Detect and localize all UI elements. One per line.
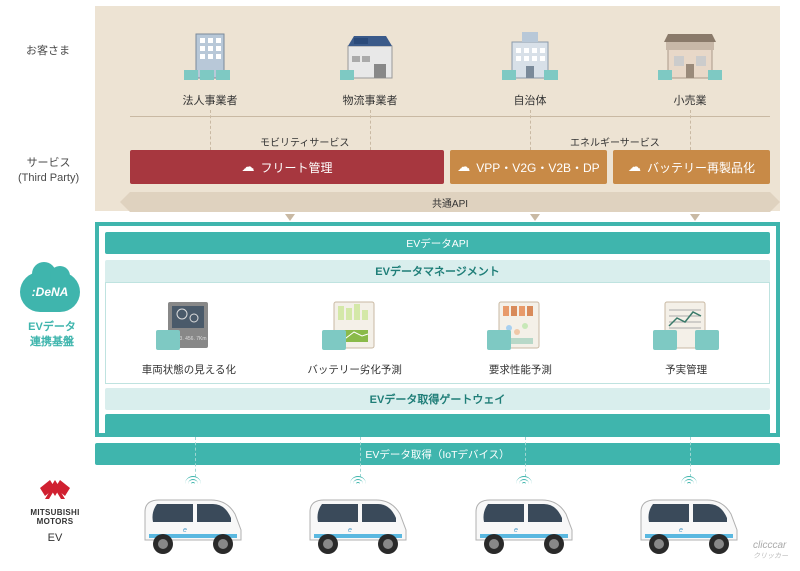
van-icon: e: [133, 486, 253, 558]
ev-van: e: [133, 470, 253, 558]
mgmt-item-planning: 予実管理: [616, 298, 756, 377]
mgmt-body: 123. 456. 7Km 車両状態の見える化 バッテリー劣化予測: [105, 282, 770, 384]
perf-chart-icon: [485, 298, 555, 356]
service-label: VPP・V2G・V2B・DP: [476, 159, 599, 176]
iot-inner-bar: [105, 414, 770, 436]
api-band: 共通API: [130, 192, 770, 212]
store-icon: [650, 28, 730, 86]
svg-text:e: e: [348, 527, 352, 534]
mgmt-item-performance: 要求性能予測: [450, 298, 590, 377]
label-services: サービス (Third Party): [18, 156, 79, 187]
mgmt-label: 予実管理: [665, 362, 707, 377]
customer-municipality: 自治体: [460, 28, 600, 108]
service-fleet: ☁ フリート管理: [130, 150, 444, 184]
wifi-icon: [680, 470, 698, 484]
wifi-icon: [349, 470, 367, 484]
building-icon: [170, 28, 250, 86]
govt-building-icon: [490, 28, 570, 86]
connector: [530, 110, 531, 150]
dashboard-icon: 123. 456. 7Km: [154, 298, 224, 356]
customer-label: 法人事業者: [183, 92, 238, 108]
label-customers: お客さま: [26, 44, 70, 59]
mgmt-label: 要求性能予測: [489, 362, 552, 377]
customer-logistics: 物流事業者: [300, 28, 440, 108]
customer-corporate: 法人事業者: [140, 28, 280, 108]
arrow-icon: [285, 214, 295, 221]
connector: [690, 110, 691, 150]
service-vpp: ☁ VPP・V2G・V2B・DP: [450, 150, 607, 184]
category-energy: エネルギーサービス: [570, 134, 660, 149]
service-label: フリート管理: [260, 159, 332, 176]
platform-name: EVデータ 連携基盤: [20, 320, 84, 351]
van-icon: e: [298, 486, 418, 558]
platform-block: EVデータAPI EVデータマネージメント 123. 456. 7Km 車両状態…: [95, 222, 780, 437]
mitsubishi-logo: MITSUBISHI MOTORS EV: [22, 480, 88, 544]
svg-text:e: e: [679, 527, 683, 534]
battery-chart-icon: [320, 298, 390, 356]
mgmt-label: 車両状態の見える化: [142, 362, 236, 377]
mgmt-label: バッテリー劣化予測: [307, 362, 402, 377]
cloud-icon: :DeNA: [20, 272, 80, 312]
ev-van: e: [629, 470, 749, 558]
three-diamond-icon: [40, 480, 70, 506]
mgmt-item-visibility: 123. 456. 7Km 車両状態の見える化: [119, 298, 259, 377]
connector: [210, 110, 211, 150]
mgmt-item-battery: バッテリー劣化予測: [285, 298, 425, 377]
ev-van: e: [464, 470, 584, 558]
ev-van: e: [298, 470, 418, 558]
planning-icon: [651, 298, 721, 356]
ev-platform-diagram: お客さま サービス (Third Party) 法人事業者 物流事業者: [0, 0, 800, 571]
svg-text:e: e: [514, 527, 518, 534]
customers-row: 法人事業者 物流事業者 自治体: [130, 18, 770, 108]
arrow-icon: [690, 214, 700, 221]
ev-data-api-bar: EVデータAPI: [105, 232, 770, 254]
cloud-icon: ☁: [241, 159, 254, 175]
van-icon: e: [629, 486, 749, 558]
cloud-icon: ☁: [628, 159, 641, 175]
warehouse-icon: [330, 28, 410, 86]
service-boxes: ☁ フリート管理 ☁ VPP・V2G・V2B・DP ☁ バッテリー再製品化: [130, 150, 770, 184]
dena-logo: :DeNA EVデータ 連携基盤: [20, 272, 84, 351]
category-mobility: モビリティサービス: [260, 134, 349, 149]
service-label: バッテリー再製品化: [647, 159, 755, 176]
wifi-icon: [184, 470, 202, 484]
connector: [370, 110, 371, 150]
vans-row: e e e e: [110, 470, 772, 558]
customer-label: 小売業: [674, 92, 707, 108]
mgmt-header: EVデータマネージメント: [105, 260, 770, 282]
arrow-icon: [530, 214, 540, 221]
iot-bar: EVデータ取得（IoTデバイス）: [95, 443, 780, 465]
watermark: clicccar クリッカー: [753, 540, 788, 561]
api-label: 共通API: [432, 195, 468, 210]
svg-text:e: e: [183, 527, 187, 534]
customer-label: 物流事業者: [343, 92, 398, 108]
gateway-bar: EVデータ取得ゲートウェイ: [105, 388, 770, 410]
wifi-icon: [515, 470, 533, 484]
service-battery: ☁ バッテリー再製品化: [613, 150, 770, 184]
customer-label: 自治体: [514, 92, 547, 108]
mitsubishi-name: MITSUBISHI MOTORS: [22, 508, 88, 526]
ev-label: EV: [22, 532, 88, 544]
cloud-icon: ☁: [457, 159, 470, 175]
divider: [130, 116, 770, 117]
customer-retail: 小売業: [620, 28, 760, 108]
van-icon: e: [464, 486, 584, 558]
